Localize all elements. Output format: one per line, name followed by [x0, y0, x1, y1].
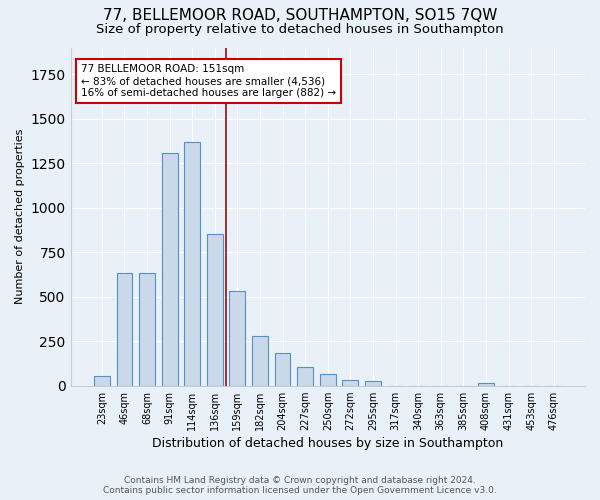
Bar [229, 292, 245, 386]
Text: 77 BELLEMOOR ROAD: 151sqm
← 83% of detached houses are smaller (4,536)
16% of se: 77 BELLEMOOR ROAD: 151sqm ← 83% of detac… [81, 64, 336, 98]
Bar [275, 353, 290, 386]
Bar [116, 272, 133, 386]
Bar [343, 380, 358, 386]
Bar [94, 376, 110, 386]
Y-axis label: Number of detached properties: Number of detached properties [15, 129, 25, 304]
Bar [139, 272, 155, 386]
Bar [207, 234, 223, 386]
Bar [365, 381, 381, 386]
Bar [297, 367, 313, 386]
Text: 77, BELLEMOOR ROAD, SOUTHAMPTON, SO15 7QW: 77, BELLEMOOR ROAD, SOUTHAMPTON, SO15 7Q… [103, 8, 497, 22]
X-axis label: Distribution of detached houses by size in Southampton: Distribution of detached houses by size … [152, 437, 503, 450]
Text: Contains HM Land Registry data © Crown copyright and database right 2024.
Contai: Contains HM Land Registry data © Crown c… [103, 476, 497, 495]
Bar [252, 336, 268, 386]
Bar [478, 383, 494, 386]
Bar [162, 154, 178, 386]
Bar [184, 142, 200, 386]
Bar [320, 374, 335, 386]
Text: Size of property relative to detached houses in Southampton: Size of property relative to detached ho… [96, 22, 504, 36]
